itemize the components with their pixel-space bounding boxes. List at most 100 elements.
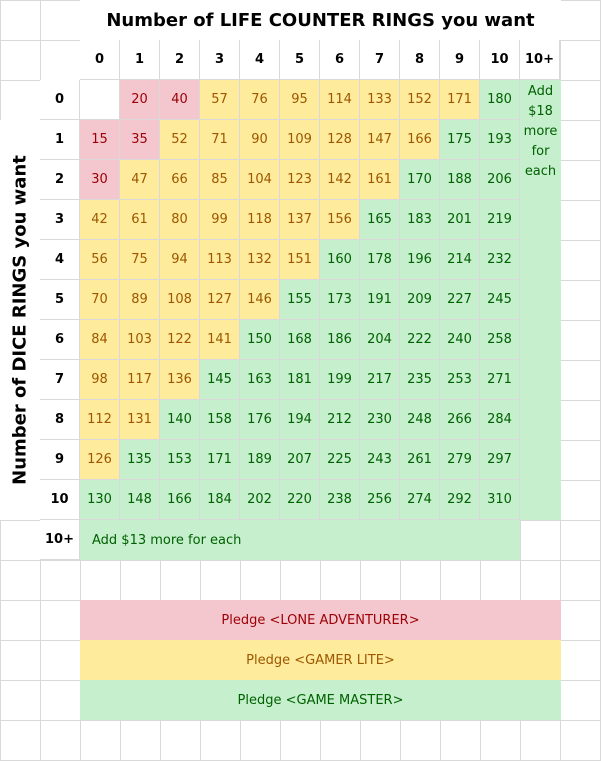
price-cell: 175 xyxy=(440,120,480,160)
price-cell: 161 xyxy=(360,160,400,200)
price-cell xyxy=(80,80,120,120)
price-cell: 310 xyxy=(480,480,520,520)
price-cell: 176 xyxy=(240,400,280,440)
row-header: 5 xyxy=(40,280,80,320)
price-cell: 188 xyxy=(440,160,480,200)
price-cell: 127 xyxy=(200,280,240,320)
price-cell: 253 xyxy=(440,360,480,400)
price-cell: 52 xyxy=(160,120,200,160)
price-cell: 146 xyxy=(240,280,280,320)
price-cell: 142 xyxy=(320,160,360,200)
price-cell: 217 xyxy=(360,360,400,400)
column-header: 10+ xyxy=(520,40,560,80)
column-header: 0 xyxy=(80,40,120,80)
price-cell: 130 xyxy=(80,480,120,520)
price-cell: 148 xyxy=(120,480,160,520)
price-cell: 170 xyxy=(400,160,440,200)
price-cell: 76 xyxy=(240,80,280,120)
price-cell: 261 xyxy=(400,440,440,480)
price-cell: 89 xyxy=(120,280,160,320)
price-cell: 155 xyxy=(280,280,320,320)
price-cell: 274 xyxy=(400,480,440,520)
price-cell: 84 xyxy=(80,320,120,360)
grid-line xyxy=(0,560,601,561)
column-header: 4 xyxy=(240,40,280,80)
price-cell: 230 xyxy=(360,400,400,440)
price-cell: 238 xyxy=(320,480,360,520)
legend-gamer-lite: Pledge <GAMER LITE> xyxy=(80,640,561,680)
price-cell: 118 xyxy=(240,200,280,240)
price-cell: 232 xyxy=(480,240,520,280)
price-cell: 57 xyxy=(200,80,240,120)
extra-row-note: Add $13 more for each xyxy=(80,520,520,560)
row-header: 1 xyxy=(40,120,80,160)
price-cell: 70 xyxy=(80,280,120,320)
price-cell: 171 xyxy=(440,80,480,120)
column-header: 3 xyxy=(200,40,240,80)
price-cell: 113 xyxy=(200,240,240,280)
price-cell: 207 xyxy=(280,440,320,480)
price-cell: 225 xyxy=(320,440,360,480)
price-cell: 178 xyxy=(360,240,400,280)
row-header: 6 xyxy=(40,320,80,360)
price-cell: 243 xyxy=(360,440,400,480)
price-cell: 183 xyxy=(400,200,440,240)
price-cell: 153 xyxy=(160,440,200,480)
price-cell: 171 xyxy=(200,440,240,480)
price-cell: 256 xyxy=(360,480,400,520)
price-cell: 114 xyxy=(320,80,360,120)
price-cell: 85 xyxy=(200,160,240,200)
price-cell: 95 xyxy=(280,80,320,120)
price-cell: 166 xyxy=(160,480,200,520)
extra-column-line: more xyxy=(523,124,558,139)
price-cell: 145 xyxy=(200,360,240,400)
grid-line xyxy=(0,720,601,721)
column-header: 8 xyxy=(400,40,440,80)
price-cell: 112 xyxy=(80,400,120,440)
column-header: 1 xyxy=(120,40,160,80)
price-cell: 136 xyxy=(160,360,200,400)
price-cell: 180 xyxy=(480,80,520,120)
price-cell: 123 xyxy=(280,160,320,200)
price-cell: 202 xyxy=(240,480,280,520)
price-cell: 40 xyxy=(160,80,200,120)
price-cell: 15 xyxy=(80,120,120,160)
price-cell: 133 xyxy=(360,80,400,120)
price-cell: 189 xyxy=(240,440,280,480)
row-header: 4 xyxy=(40,240,80,280)
column-header: 9 xyxy=(440,40,480,80)
price-cell: 90 xyxy=(240,120,280,160)
price-cell: 132 xyxy=(240,240,280,280)
price-cell: 126 xyxy=(80,440,120,480)
price-cell: 181 xyxy=(280,360,320,400)
row-header: 9 xyxy=(40,440,80,480)
price-cell: 104 xyxy=(240,160,280,200)
price-cell: 248 xyxy=(400,400,440,440)
price-cell: 271 xyxy=(480,360,520,400)
column-header: 5 xyxy=(280,40,320,80)
price-cell: 173 xyxy=(320,280,360,320)
price-cell: 206 xyxy=(480,160,520,200)
price-cell: 75 xyxy=(120,240,160,280)
price-cell: 163 xyxy=(240,360,280,400)
price-cell: 147 xyxy=(360,120,400,160)
price-cell: 186 xyxy=(320,320,360,360)
price-cell: 292 xyxy=(440,480,480,520)
price-cell: 150 xyxy=(240,320,280,360)
price-cell: 109 xyxy=(280,120,320,160)
extra-column-line: Add xyxy=(527,84,554,99)
price-cell: 196 xyxy=(400,240,440,280)
price-cell: 151 xyxy=(280,240,320,280)
price-cell: 219 xyxy=(480,200,520,240)
extra-column-line: $18 xyxy=(528,104,553,119)
y-axis-label-text: Number of DICE RINGS you want xyxy=(9,155,31,485)
price-cell: 297 xyxy=(480,440,520,480)
column-header: 10 xyxy=(480,40,520,80)
price-cell: 20 xyxy=(120,80,160,120)
price-cell: 56 xyxy=(80,240,120,280)
price-cell: 122 xyxy=(160,320,200,360)
price-cell: 245 xyxy=(480,280,520,320)
price-cell: 193 xyxy=(480,120,520,160)
price-cell: 98 xyxy=(80,360,120,400)
column-header: 7 xyxy=(360,40,400,80)
